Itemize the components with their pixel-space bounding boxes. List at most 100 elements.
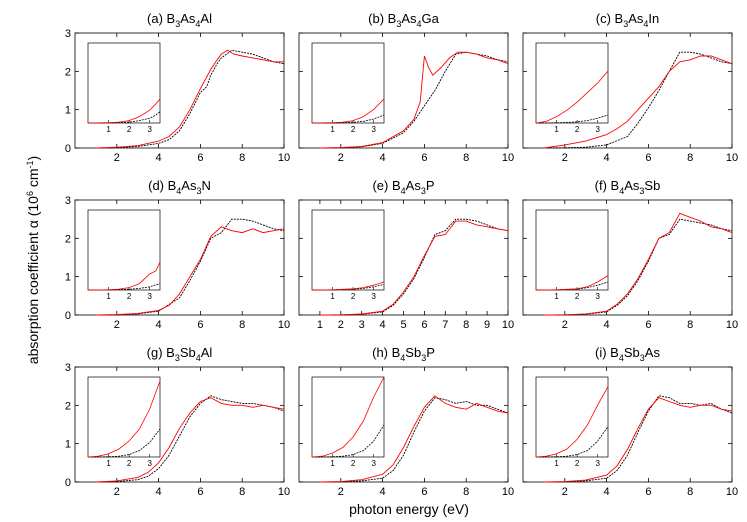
x-tick-label: 2 bbox=[114, 486, 120, 498]
x-tick-label: 7 bbox=[442, 319, 448, 331]
plot-frame bbox=[298, 366, 509, 483]
x-tick-label: 8 bbox=[239, 319, 245, 331]
inset-series-red bbox=[87, 261, 161, 291]
plot-frame bbox=[522, 199, 733, 316]
x-tick-label: 8 bbox=[239, 152, 245, 164]
inset-frame bbox=[535, 42, 609, 124]
inset-x-tick-label: 1 bbox=[554, 125, 559, 134]
x-tick-label: 4 bbox=[156, 319, 162, 331]
plot-frame bbox=[74, 366, 285, 483]
x-tick-label: 8 bbox=[687, 319, 693, 331]
x-tick-label: 10 bbox=[278, 486, 290, 498]
inset-d: 1 2 3 bbox=[87, 209, 161, 301]
inset-g: 1 2 3 bbox=[87, 376, 161, 468]
panel-title: (d) B4As3N bbox=[148, 178, 211, 196]
inset-x-tick-label: 1 bbox=[106, 292, 111, 301]
series-line-red bbox=[95, 49, 284, 149]
panel-title: (h) B4Sb3P bbox=[372, 345, 435, 363]
panel-title: (g) B3Sb4Al bbox=[147, 345, 213, 363]
inset-x-tick-label: 3 bbox=[371, 459, 376, 468]
series-line-red bbox=[319, 395, 509, 483]
y-axis-title: absorption coefficient α (106 cm-1) bbox=[25, 156, 41, 364]
y-tick-label: 2 bbox=[65, 400, 71, 412]
inset-i: 1 2 3 bbox=[535, 376, 609, 468]
inset-x-tick-label: 3 bbox=[595, 292, 600, 301]
inset-series-red bbox=[311, 376, 385, 458]
x-tick-label: 10 bbox=[726, 152, 738, 164]
inset-b: 1 2 3 bbox=[311, 42, 385, 134]
inset-a: 1 2 3 bbox=[87, 42, 161, 134]
x-tick-label: 10 bbox=[502, 319, 514, 331]
inset-x-tick-label: 1 bbox=[106, 459, 111, 468]
inset-series-red bbox=[311, 98, 385, 124]
series-line-black bbox=[543, 395, 733, 483]
x-tick-label: 4 bbox=[604, 486, 610, 498]
panel-title: (i) B4Sb3As bbox=[595, 345, 660, 363]
x-tick-label: 4 bbox=[380, 486, 386, 498]
panel-title: (e) B4As3P bbox=[372, 178, 434, 196]
inset-x-tick-label: 2 bbox=[351, 292, 356, 301]
x-tick-label: 4 bbox=[604, 319, 610, 331]
inset-series-red bbox=[87, 380, 161, 458]
inset-x-tick-label: 3 bbox=[147, 292, 152, 301]
plot-frame bbox=[74, 199, 285, 316]
y-tick-label: 3 bbox=[65, 362, 71, 374]
x-tick-label: 10 bbox=[278, 152, 290, 164]
panel-title: (c) B3As4In bbox=[596, 11, 660, 29]
inset-x-tick-label: 3 bbox=[595, 125, 600, 134]
x-tick-label: 6 bbox=[645, 152, 651, 164]
inset-x-tick-label: 2 bbox=[127, 292, 132, 301]
inset-h: 1 2 3 bbox=[311, 376, 385, 468]
inset-series-red bbox=[311, 281, 385, 291]
inset-series-red bbox=[535, 386, 609, 458]
x-tick-label: 8 bbox=[463, 486, 469, 498]
x-tick-label: 6 bbox=[197, 319, 203, 331]
y-tick-label: 0 bbox=[65, 310, 71, 322]
inset-x-tick-label: 2 bbox=[575, 125, 580, 134]
plot-frame bbox=[522, 32, 733, 149]
x-tick-label: 2 bbox=[562, 486, 568, 498]
x-tick-label: 2 bbox=[338, 319, 344, 331]
series-line-black bbox=[95, 218, 285, 316]
inset-x-tick-label: 1 bbox=[554, 459, 559, 468]
panel-title: (f) B4As3Sb bbox=[595, 178, 661, 196]
inset-x-tick-label: 2 bbox=[575, 459, 580, 468]
inset-frame bbox=[311, 376, 385, 458]
series-line-black bbox=[95, 395, 285, 483]
x-tick-label: 10 bbox=[726, 319, 738, 331]
y-tick-label: 3 bbox=[65, 28, 71, 40]
inset-x-tick-label: 3 bbox=[371, 125, 376, 134]
inset-x-tick-label: 1 bbox=[330, 125, 335, 134]
x-tick-label: 4 bbox=[380, 152, 386, 164]
x-tick-label: 10 bbox=[502, 486, 514, 498]
x-tick-label: 2 bbox=[114, 152, 120, 164]
y-tick-label: 2 bbox=[65, 233, 71, 245]
x-tick-label: 6 bbox=[421, 319, 427, 331]
inset-frame bbox=[535, 376, 609, 458]
x-tick-label: 6 bbox=[645, 319, 651, 331]
y-tick-label: 1 bbox=[65, 439, 71, 451]
panel-title: (a) B3As4Al bbox=[147, 11, 212, 29]
inset-x-tick-label: 1 bbox=[330, 292, 335, 301]
inset-series-black bbox=[535, 281, 609, 291]
y-tick-label: 2 bbox=[65, 66, 71, 78]
inset-x-tick-label: 1 bbox=[106, 125, 111, 134]
x-tick-label: 8 bbox=[687, 486, 693, 498]
inset-x-tick-label: 3 bbox=[147, 125, 152, 134]
y-tick-label: 0 bbox=[65, 143, 71, 155]
series-line-black bbox=[319, 51, 509, 149]
inset-x-tick-label: 2 bbox=[575, 292, 580, 301]
inset-x-tick-label: 3 bbox=[595, 459, 600, 468]
y-tick-label: 1 bbox=[65, 105, 71, 117]
y-tick-label: 0 bbox=[65, 477, 71, 489]
x-tick-label: 10 bbox=[278, 319, 290, 331]
x-tick-label: 8 bbox=[463, 319, 469, 331]
series-line-red bbox=[319, 51, 509, 149]
x-tick-label: 2 bbox=[562, 152, 568, 164]
